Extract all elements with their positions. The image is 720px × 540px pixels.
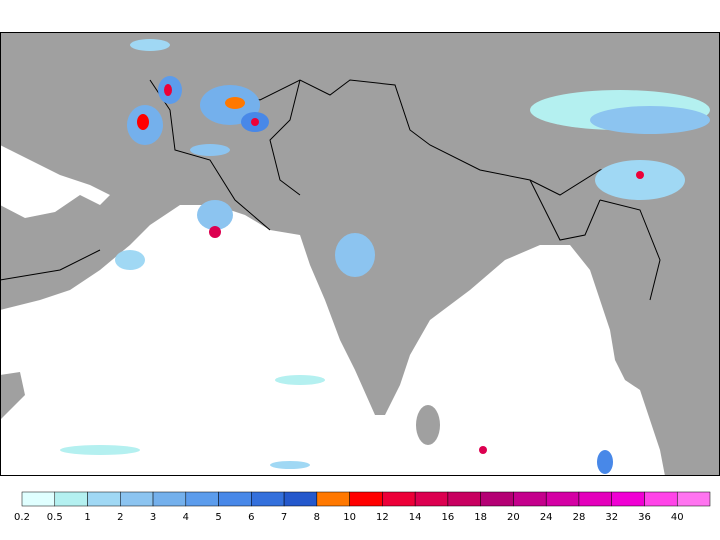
map bbox=[0, 32, 720, 476]
color-box bbox=[611, 491, 645, 507]
colorbar-label: 6 bbox=[248, 512, 254, 523]
color-box bbox=[644, 491, 678, 507]
colorbar-label: 24 bbox=[540, 512, 553, 523]
gulf bbox=[0, 145, 110, 218]
colorbar-label: 28 bbox=[573, 512, 586, 523]
color-box bbox=[54, 491, 88, 507]
colorbar-label: 20 bbox=[507, 512, 520, 523]
color-box bbox=[578, 491, 612, 507]
color-box bbox=[185, 491, 219, 507]
colorbar-label: 36 bbox=[638, 512, 651, 523]
colorbar-label: 8 bbox=[314, 512, 320, 523]
color-box bbox=[349, 491, 383, 507]
colorbar-label: 16 bbox=[442, 512, 455, 523]
colorbar-label: 5 bbox=[215, 512, 221, 523]
color-box bbox=[152, 491, 187, 507]
color-box bbox=[316, 491, 350, 507]
borders bbox=[0, 79, 661, 301]
color-box bbox=[120, 491, 154, 507]
colorbar-label: 3 bbox=[150, 512, 156, 523]
color-box bbox=[676, 491, 711, 507]
colorbar: 0.2 0.5 1 2 3 4 5 6 7 8 10 12 14 16 18 20 24 28 32 36 40 bbox=[14, 491, 711, 523]
color-box bbox=[447, 491, 481, 507]
colorbar-label: 40 bbox=[671, 512, 684, 523]
color-box bbox=[480, 491, 514, 507]
colorbar-label: 14 bbox=[409, 512, 422, 523]
color-box bbox=[545, 491, 580, 507]
colorbar-label: 7 bbox=[281, 512, 287, 523]
color-box bbox=[513, 491, 547, 507]
left-land bbox=[0, 372, 25, 420]
color-box bbox=[87, 491, 121, 507]
colorbar-label: 4 bbox=[183, 512, 189, 523]
color-box bbox=[283, 491, 318, 507]
color-box bbox=[251, 491, 285, 507]
color-box bbox=[382, 491, 416, 507]
color-box bbox=[218, 491, 252, 507]
precipitation bbox=[60, 39, 710, 474]
colorbar-label: 2 bbox=[117, 512, 123, 523]
colorbar-label: 32 bbox=[605, 512, 618, 523]
myanmar-coast bbox=[650, 250, 720, 476]
color-box bbox=[414, 491, 449, 507]
colorbar-label: 0.5 bbox=[47, 512, 63, 523]
colorbar-label: 12 bbox=[376, 512, 389, 523]
colorbar-label: 18 bbox=[474, 512, 487, 523]
colorbar-label: 0.2 bbox=[14, 512, 30, 523]
sri-lanka bbox=[416, 405, 440, 445]
colorbar-label: 10 bbox=[343, 512, 356, 523]
color-box bbox=[21, 491, 56, 507]
colorbar-label: 1 bbox=[84, 512, 90, 523]
ocean bbox=[0, 205, 665, 476]
